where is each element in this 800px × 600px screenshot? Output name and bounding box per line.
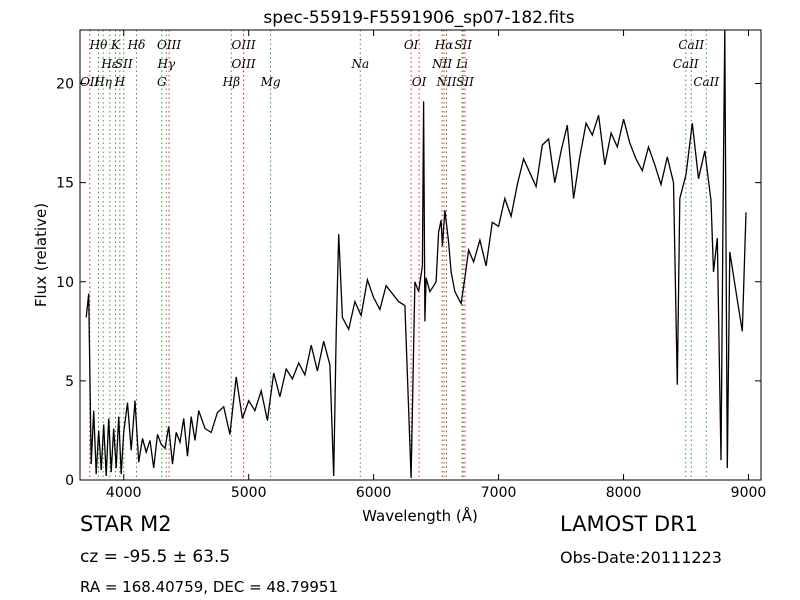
spectral-line-label: OIII [232,57,256,71]
x-tick-label: 5000 [231,485,267,501]
y-axis-label: Flux (relative) [32,203,50,307]
spectral-line-label: OIII [157,38,181,52]
spectral-line-label: H [114,75,126,89]
spectral-line-label: SII [115,57,133,71]
spectral-line-label: Hγ [157,57,176,71]
y-axis: 0 5 10 15 20 [56,77,761,489]
y-tick-label: 20 [56,77,74,93]
spectral-line-label: NII [435,75,456,89]
x-tick-label: 8000 [606,485,642,501]
spectral-line-label: Hα [434,38,454,52]
spectral-line-label: Hδ [127,38,146,52]
y-tick-label: 15 [56,176,74,192]
observation-date: Obs-Date:20111223 [560,548,722,567]
ra-dec-coordinates: RA = 168.40759, DEC = 48.79951 [80,578,339,596]
spectral-line-label: Mg [260,75,281,89]
x-tick-label: 6000 [356,485,392,501]
spectral-line-label: OI [412,75,427,89]
spectral-line-label: Hθ [89,38,108,52]
chart-title: spec-55919-F5591906_sp07-182.fits [263,8,574,28]
spectral-line-label: Hβ [222,75,240,89]
y-tick-label: 5 [65,374,74,390]
y-tick-label: 10 [56,275,74,291]
spectral-line-label: OII [80,75,100,89]
spectral-line-label: Hη [93,75,112,89]
x-tick-label: 7000 [481,485,517,501]
x-axis-label: Wavelength (Å) [362,506,478,525]
spectral-line-label: CaII [673,57,699,71]
spectrum-line [85,30,747,479]
y-tick-label: 0 [65,473,74,489]
spectral-line-label: Li [455,57,468,71]
spectral-line-label: SII [454,38,472,52]
survey-name: LAMOST DR1 [560,512,699,536]
plot-frame [79,29,762,481]
plot-area [85,30,747,479]
spectral-line-label: Hε [100,57,118,71]
spectral-line-label: K [110,38,121,52]
spectral-line-label: SII [456,75,474,89]
object-type: STAR M2 [80,512,172,536]
x-tick-label: 9000 [731,485,767,501]
redshift-cz: cz = -95.5 ± 63.5 [80,547,231,567]
spectral-line-label: CaII [678,38,704,52]
spectral-line-label: G [157,75,167,89]
spectral-line-label: NII [431,57,452,71]
spectral-line-label: Na [350,57,369,71]
spectral-line-label: OI [404,38,419,52]
x-tick-label: 4000 [106,485,142,501]
x-axis: 4000 5000 6000 7000 8000 9000 [106,30,766,501]
spectral-line-label: CaII [693,75,719,89]
